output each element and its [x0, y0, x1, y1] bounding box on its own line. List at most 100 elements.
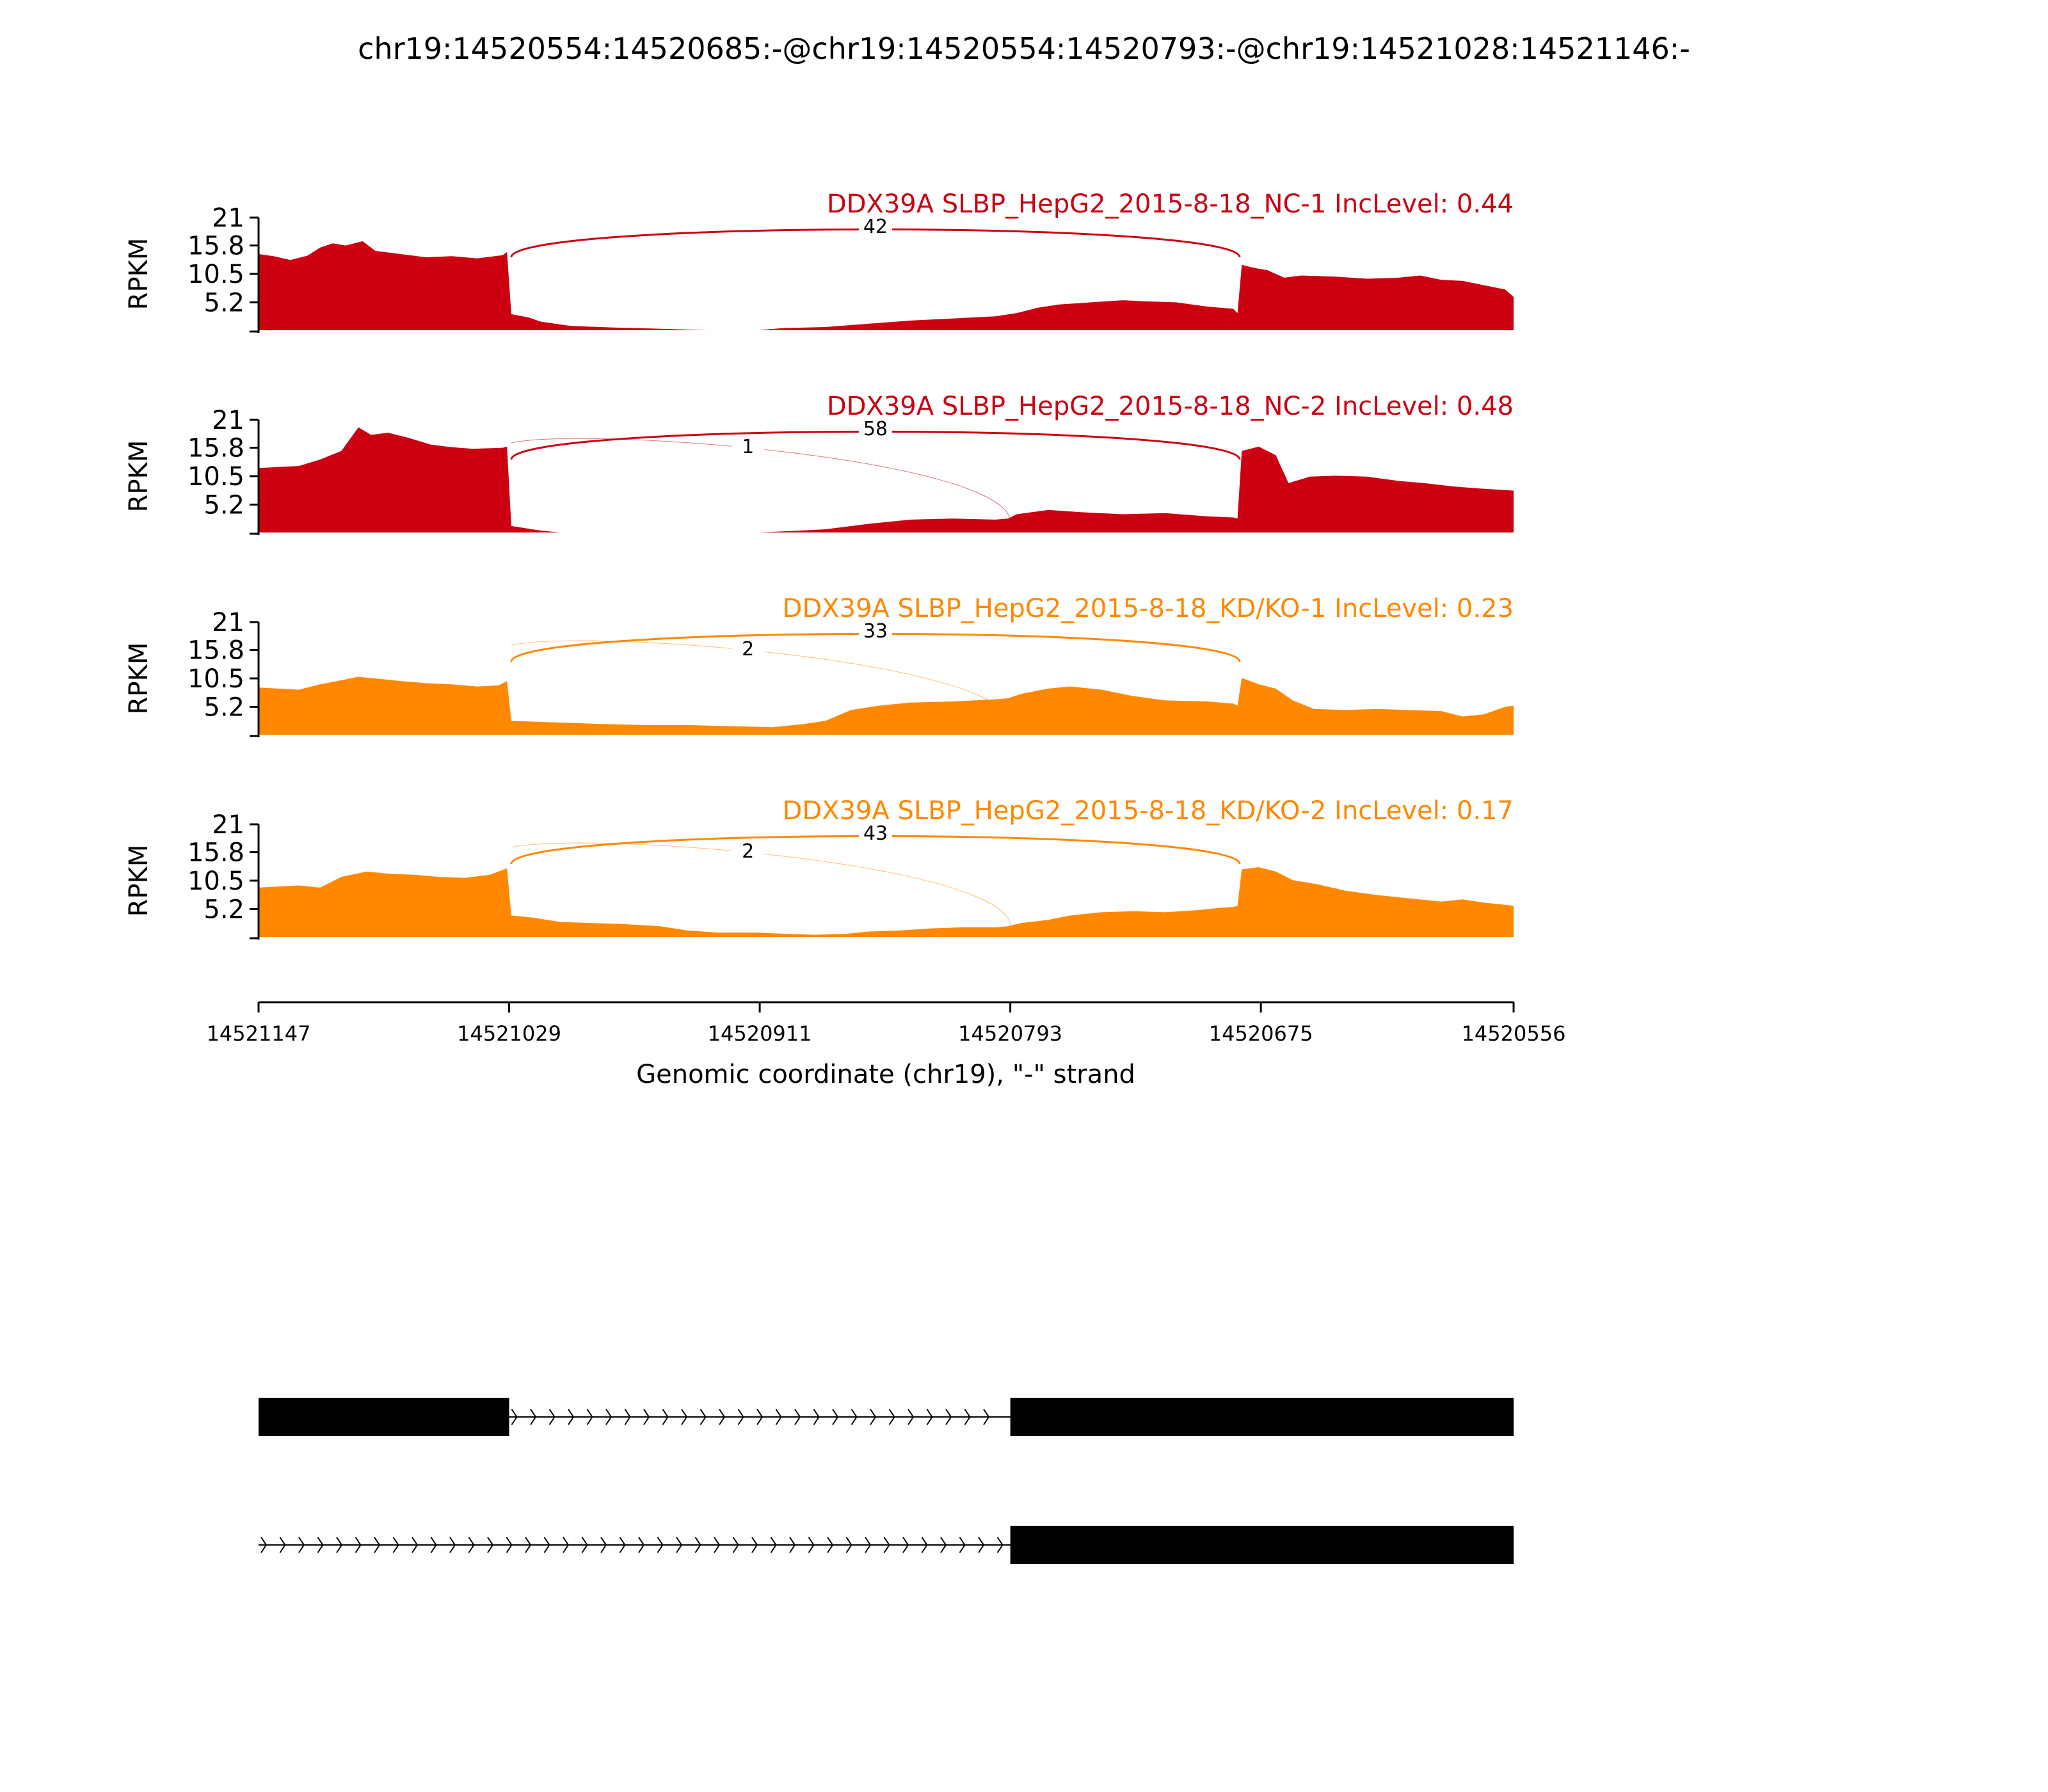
- sample-label: DDX39A SLBP_HepG2_2015-8-18_KD/KO-1 IncL…: [783, 594, 1514, 623]
- exon-block: [1010, 1526, 1514, 1564]
- y-axis-label: RPKM: [124, 440, 154, 513]
- x-tick-label: 14520556: [1462, 1021, 1566, 1046]
- strand-arrow: [681, 1409, 688, 1425]
- junction-label-background: [858, 824, 892, 844]
- x-tick-label: 14520911: [708, 1021, 812, 1046]
- strand-arrow: [865, 1537, 872, 1553]
- exon-block: [1010, 1398, 1514, 1436]
- y-axis-label: RPKM: [124, 845, 154, 917]
- junction-label-background: [731, 640, 765, 659]
- strand-arrow: [530, 1409, 537, 1425]
- strand-arrow: [770, 1537, 777, 1553]
- gene-models: [259, 1398, 1514, 1564]
- strand-arrow: [851, 1409, 858, 1425]
- strand-arrow: [260, 1537, 268, 1553]
- strand-arrow: [719, 1409, 726, 1425]
- strand-arrow: [525, 1537, 532, 1553]
- strand-arrow: [978, 1537, 985, 1553]
- y-tick-label: 10.5: [188, 664, 244, 694]
- strand-arrow: [789, 1537, 796, 1553]
- strand-arrow: [983, 1409, 990, 1425]
- junction-arc: [511, 842, 1011, 926]
- strand-arrow: [676, 1537, 683, 1553]
- strand-arrow: [921, 1537, 928, 1553]
- strand-arrow: [430, 1537, 437, 1553]
- coverage-area: [259, 867, 1514, 937]
- strand-arrow: [624, 1409, 631, 1425]
- strand-arrow: [468, 1537, 475, 1553]
- strand-arrow: [638, 1537, 645, 1553]
- y-tick-label: 21: [212, 608, 244, 637]
- strand-arrow: [959, 1537, 966, 1553]
- track-3: 33 2 DDX39A SLBP_HepG2_2015-8-18_KD/KO-1 I…: [124, 594, 1514, 737]
- junction-count-label: 2: [742, 840, 754, 863]
- junction-count-label: 1: [742, 436, 754, 458]
- junction-count-label: 2: [742, 638, 754, 660]
- y-tick-label: 5.2: [204, 288, 244, 317]
- strand-arrow: [374, 1537, 381, 1553]
- strand-arrow: [355, 1537, 362, 1553]
- strand-arrow: [600, 1537, 607, 1553]
- junction-arc: [511, 640, 1011, 724]
- junction-label-background: [731, 438, 765, 457]
- strand-arrow: [581, 1537, 588, 1553]
- junction-count-label: 33: [863, 620, 888, 643]
- strand-arrow: [548, 1409, 556, 1425]
- strand-arrow: [563, 1537, 570, 1553]
- x-axis: 14521147 14521029 14520911 14520793 14520675…: [207, 1001, 1566, 1089]
- strand-arrow: [945, 1409, 952, 1425]
- y-tick-label: 5.2: [204, 490, 244, 520]
- strand-arrow: [279, 1537, 286, 1553]
- y-tick-label: 21: [212, 406, 244, 435]
- track-4: 43 2 DDX39A SLBP_HepG2_2015-8-18_KD/KO-2 I…: [124, 796, 1514, 940]
- y-tick-label: 5.2: [204, 692, 244, 722]
- strand-arrow: [657, 1537, 664, 1553]
- strand-arrow: [317, 1537, 324, 1553]
- strand-arrow: [808, 1537, 815, 1553]
- strand-arrow: [794, 1409, 801, 1425]
- strand-arrow: [845, 1537, 852, 1553]
- junction-count-label: 43: [863, 822, 888, 845]
- x-tick-label: 14520675: [1209, 1021, 1313, 1046]
- strand-arrow: [870, 1409, 877, 1425]
- strand-arrow: [908, 1409, 915, 1425]
- strand-arrow: [662, 1409, 669, 1425]
- strand-arrow: [902, 1537, 909, 1553]
- strand-arrow: [832, 1409, 839, 1425]
- strand-arrow: [412, 1537, 419, 1553]
- junction-label-background: [858, 420, 892, 439]
- strand-arrow: [298, 1537, 305, 1553]
- x-axis-label: Genomic coordinate (chr19), "-" strand: [636, 1060, 1135, 1089]
- strand-arrow: [487, 1537, 494, 1553]
- y-tick-label: 15.8: [188, 232, 244, 261]
- junction-label-background: [858, 218, 892, 237]
- y-tick-label: 15.8: [188, 838, 244, 868]
- y-tick-label: 21: [212, 810, 244, 840]
- junction-count-label: 58: [863, 418, 888, 440]
- strand-arrow: [449, 1537, 456, 1553]
- strand-arrow: [586, 1409, 593, 1425]
- y-axis-label: RPKM: [124, 238, 154, 310]
- y-tick-label: 10.5: [188, 462, 244, 492]
- strand-arrow: [714, 1537, 721, 1553]
- x-tick-label: 14520793: [958, 1021, 1062, 1046]
- strand-arrow: [732, 1537, 739, 1553]
- strand-arrow: [737, 1409, 744, 1425]
- strand-arrow: [888, 1409, 895, 1425]
- strand-arrow: [543, 1537, 550, 1553]
- gene-model-2: [259, 1526, 1514, 1564]
- strand-arrow: [996, 1537, 1004, 1553]
- figure-title: chr19:14520554:14520685:-@chr19:14520554…: [358, 31, 1690, 66]
- strand-arrow: [619, 1537, 626, 1553]
- strand-arrow: [568, 1409, 575, 1425]
- coverage-area: [259, 676, 1514, 735]
- strand-arrow: [883, 1537, 890, 1553]
- junction-label-background: [858, 622, 892, 641]
- sample-label: DDX39A SLBP_HepG2_2015-8-18_NC-1 IncLeve…: [827, 189, 1514, 219]
- strand-arrow: [392, 1537, 399, 1553]
- x-tick-label: 14521147: [207, 1021, 311, 1046]
- track-2: 58 1 DDX39A SLBP_HepG2_2015-8-18_NC-2 IncL…: [124, 392, 1514, 535]
